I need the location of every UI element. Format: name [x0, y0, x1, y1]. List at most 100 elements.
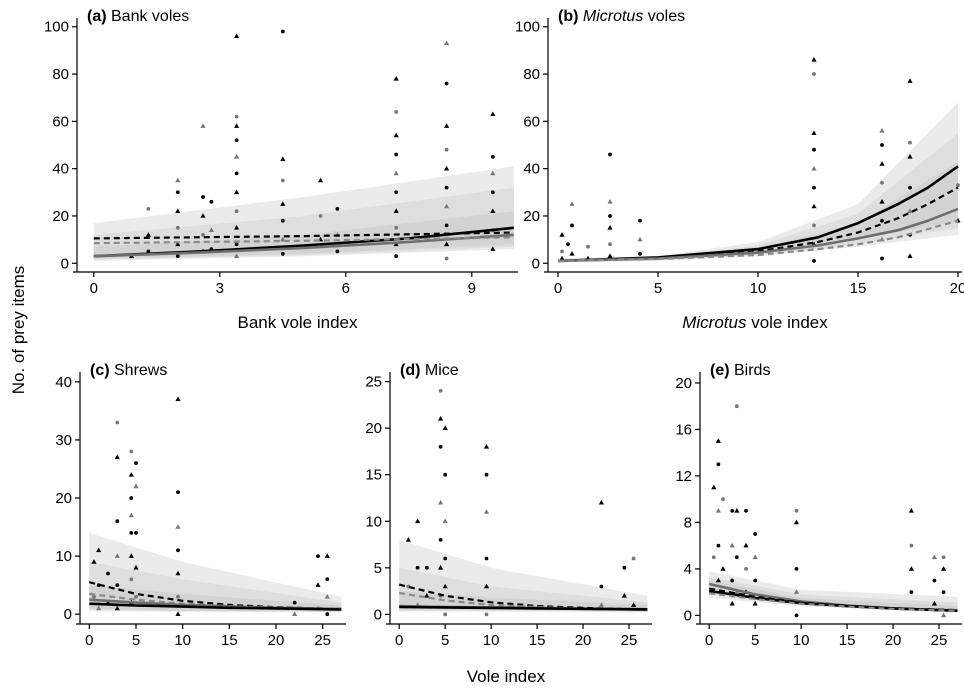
data-point — [115, 583, 120, 587]
confidence-band — [399, 591, 648, 611]
data-point — [442, 425, 448, 430]
x-tick-label: 0 — [705, 632, 713, 649]
data-point — [234, 138, 239, 143]
data-point — [175, 177, 181, 183]
data-point — [569, 251, 575, 256]
data-point — [811, 165, 817, 171]
y-tick-label: 20 — [675, 375, 692, 392]
data-point — [907, 253, 913, 258]
data-point — [444, 241, 450, 247]
data-point — [631, 602, 637, 607]
data-point — [908, 185, 912, 190]
data-point — [442, 583, 448, 589]
data-point — [607, 199, 613, 204]
data-point — [490, 170, 496, 176]
data-point — [175, 524, 181, 529]
data-point — [812, 223, 816, 228]
data-point — [335, 249, 340, 254]
data-point — [280, 201, 286, 206]
x-tick-label: 10 — [174, 632, 191, 649]
x-tick-label: 25 — [621, 632, 638, 649]
data-point — [394, 110, 399, 114]
x-tick-label: 25 — [314, 632, 331, 649]
data-point — [394, 254, 399, 259]
data-point — [325, 577, 330, 582]
panel-c: 0 10 20 30 40 0 5 10 15 20 25 (c) Shrews — [55, 362, 346, 649]
y-tick-label: 80 — [523, 66, 540, 83]
data-point — [444, 40, 450, 46]
data-point — [598, 499, 604, 505]
x-tick-label: 9 — [468, 280, 476, 297]
panel-title-text: Shrews — [114, 362, 167, 379]
data-point — [128, 512, 134, 518]
data-point — [114, 454, 120, 460]
x-axis-label: Bank vole index — [237, 313, 358, 332]
data-point — [586, 244, 590, 249]
data-point — [908, 140, 912, 145]
data-point — [638, 218, 642, 223]
data-point — [175, 570, 181, 576]
data-point — [134, 461, 138, 465]
data-point — [716, 462, 721, 467]
data-point — [443, 612, 448, 617]
data-point — [599, 584, 604, 589]
x-tick-label: 0 — [395, 632, 403, 649]
panel-d: 0 5 10 15 20 25 0 5 10 15 20 25 (d) Mice — [365, 362, 652, 649]
data-point — [715, 508, 721, 513]
data-point — [176, 594, 180, 599]
data-point — [96, 605, 102, 611]
fitted-line-solid-black — [399, 605, 648, 611]
data-point — [753, 532, 758, 536]
panel-title: (b) Microtus voles — [558, 8, 685, 25]
panel-title: (d) Mice — [400, 362, 459, 379]
data-point — [234, 33, 240, 38]
data-point — [128, 553, 134, 558]
data-point — [444, 165, 450, 171]
data-point — [570, 223, 574, 228]
x-tick-label: 3 — [216, 280, 224, 297]
data-point — [956, 183, 960, 188]
data-point — [393, 132, 399, 138]
data-point — [490, 111, 496, 116]
data-point — [812, 259, 816, 263]
data-point — [438, 416, 444, 421]
x-tick-label: 20 — [885, 632, 902, 649]
data-point — [92, 594, 96, 599]
x-tick-label: 5 — [654, 280, 662, 297]
data-point — [201, 233, 205, 237]
data-point — [879, 161, 885, 166]
data-point — [175, 225, 180, 230]
data-point — [106, 571, 110, 576]
fitted-line-dashed-black — [557, 186, 959, 262]
data-point — [234, 242, 239, 247]
y-tick-label: 40 — [523, 161, 540, 178]
data-point — [234, 253, 240, 258]
y-tick-label: 12 — [675, 468, 692, 485]
data-point — [280, 218, 285, 223]
x-tick-label: 15 — [839, 632, 856, 649]
y-tick-label: 80 — [52, 66, 69, 83]
x-tick-label: 20 — [575, 632, 592, 649]
data-point — [715, 577, 721, 583]
data-point — [932, 578, 937, 583]
panel-title-text: Birds — [734, 362, 770, 379]
data-point — [794, 613, 799, 618]
data-point — [175, 396, 181, 401]
data-point — [438, 565, 444, 570]
confidence-band — [558, 161, 958, 262]
data-point — [598, 602, 604, 607]
data-point — [444, 203, 450, 209]
y-axis-label: No. of prey items — [9, 266, 28, 395]
panel-letter: (c) — [90, 362, 114, 379]
data-point — [443, 556, 448, 561]
y-tick-label: 4 — [684, 561, 692, 578]
data-point — [444, 123, 450, 128]
data-point — [234, 123, 240, 128]
data-point — [114, 605, 120, 611]
panel-title-text: Mice — [425, 362, 459, 379]
panel-title-text: Bank voles — [111, 8, 189, 25]
y-tick-label: 0 — [64, 606, 72, 623]
data-point — [234, 189, 240, 195]
data-point — [607, 225, 613, 230]
data-point — [880, 256, 884, 261]
